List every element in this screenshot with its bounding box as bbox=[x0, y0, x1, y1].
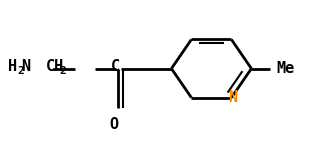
Text: N: N bbox=[228, 90, 238, 105]
Text: N: N bbox=[22, 59, 31, 74]
Text: O: O bbox=[109, 117, 118, 132]
Text: 2: 2 bbox=[60, 66, 66, 76]
Text: CH: CH bbox=[46, 59, 65, 74]
Text: 2: 2 bbox=[18, 66, 24, 76]
Text: Me: Me bbox=[276, 61, 294, 76]
Text: H: H bbox=[8, 59, 18, 74]
Text: C: C bbox=[111, 59, 120, 74]
